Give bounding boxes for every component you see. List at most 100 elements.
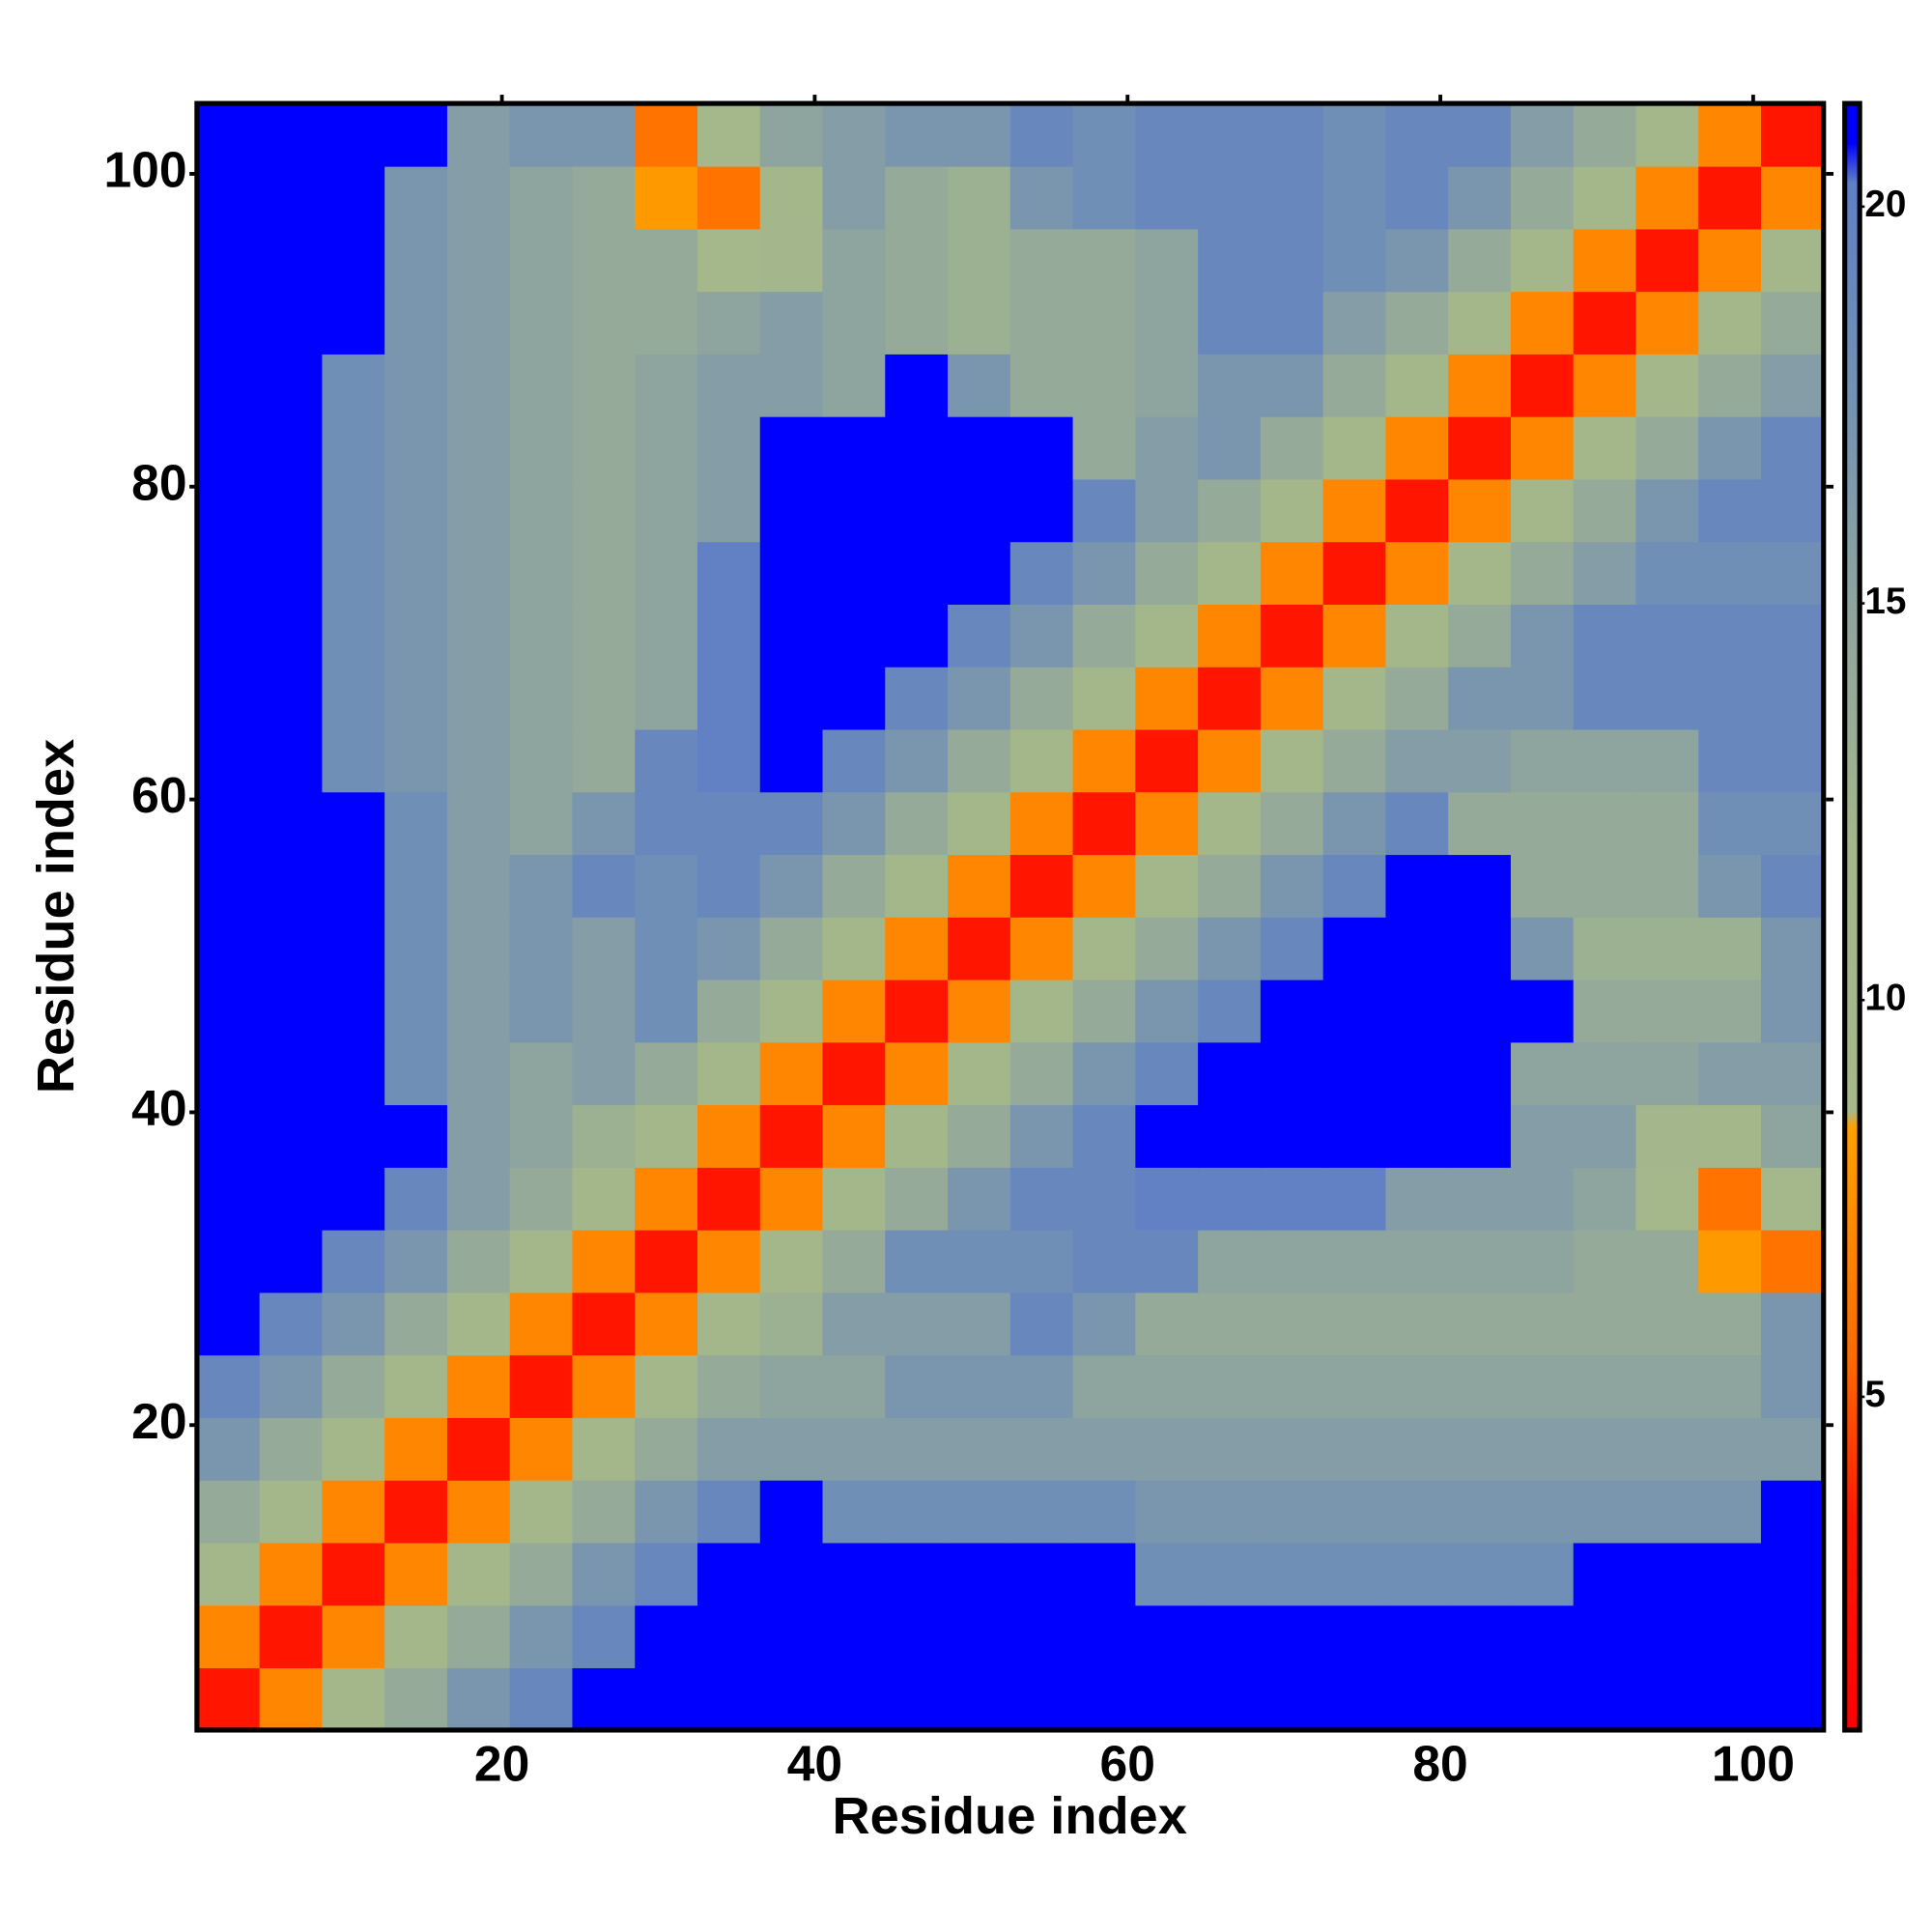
heatmap-cell [1260, 1479, 1324, 1544]
heatmap-cell [572, 354, 636, 417]
heatmap-cell [259, 415, 324, 480]
heatmap-cell [885, 791, 949, 856]
heatmap-cell [1448, 1667, 1512, 1731]
heatmap-cell [1260, 791, 1324, 856]
heatmap-cell [1198, 917, 1262, 980]
heatmap-cell [572, 291, 636, 355]
heatmap-cell [384, 1229, 448, 1293]
heatmap-cell [1322, 854, 1387, 918]
heatmap-cell [759, 1292, 824, 1356]
heatmap-cell [322, 1041, 385, 1106]
heatmap-cell [948, 1229, 1011, 1293]
heatmap-cell [1510, 917, 1575, 980]
heatmap-cell [1573, 1167, 1637, 1231]
heatmap-cell [696, 291, 761, 355]
heatmap-cell [322, 478, 385, 543]
heatmap-cell [1072, 854, 1137, 918]
heatmap-cell [948, 291, 1011, 355]
heatmap-cell [696, 791, 761, 856]
heatmap-cell [885, 1479, 949, 1544]
heatmap-cell [635, 1667, 698, 1731]
heatmap-cell [822, 291, 887, 355]
heatmap-cell [1698, 1041, 1762, 1106]
heatmap-cell [1635, 1417, 1699, 1481]
heatmap-cell [1135, 917, 1199, 980]
heatmap-cell [1135, 228, 1199, 293]
heatmap-cell [635, 541, 698, 605]
heatmap-cell [1510, 103, 1575, 167]
heatmap-cell [572, 1354, 636, 1418]
heatmap-cell [1698, 354, 1762, 417]
heatmap-cell [1322, 1605, 1387, 1668]
heatmap-cell [696, 1167, 761, 1231]
heatmap-cell [1698, 103, 1762, 167]
heatmap-cell [1135, 354, 1199, 417]
heatmap-cell [1260, 1354, 1324, 1418]
heatmap-cell [696, 1292, 761, 1356]
heatmap-cell [259, 1167, 324, 1231]
heatmap-cell [1198, 478, 1262, 543]
heatmap-cell [509, 854, 574, 918]
y-tick-label: 20 [131, 1393, 186, 1449]
heatmap-cell [1009, 291, 1074, 355]
heatmap-cell [1573, 1104, 1637, 1168]
heatmap-cell [948, 415, 1011, 480]
heatmap-cell [322, 1605, 385, 1668]
heatmap-cell [322, 165, 385, 230]
heatmap-cell [1135, 1542, 1199, 1606]
heatmap-cell [1009, 228, 1074, 293]
heatmap-cell [1635, 1667, 1699, 1731]
heatmap-cell [822, 1542, 887, 1606]
heatmap-cell [1009, 541, 1074, 605]
heatmap-cell [322, 1354, 385, 1418]
heatmap-cell [759, 1104, 824, 1168]
heatmap-cell [259, 1354, 324, 1418]
heatmap-cell [1198, 1354, 1262, 1418]
heatmap-cell [948, 1417, 1011, 1481]
heatmap-cell [1135, 1605, 1199, 1668]
heatmap-cell [1072, 1479, 1137, 1544]
heatmap-cell [1072, 979, 1137, 1043]
heatmap-cell [696, 228, 761, 293]
heatmap-cell [1698, 1667, 1762, 1731]
heatmap-cell [1510, 165, 1575, 230]
heatmap-cell [1698, 291, 1762, 355]
heatmap-cell [1385, 854, 1449, 918]
heatmap-cell [822, 1354, 887, 1418]
heatmap-cell [1635, 791, 1699, 856]
heatmap-cell [1009, 1229, 1074, 1293]
heatmap-cell [1198, 415, 1262, 480]
heatmap-cell [259, 1605, 324, 1668]
heatmap-cell [1448, 165, 1512, 230]
heatmap-cell [446, 917, 511, 980]
heatmap-cell [759, 103, 824, 167]
heatmap-cell [1135, 854, 1199, 918]
heatmap-cell [1198, 1292, 1262, 1356]
y-tick-label: 40 [131, 1080, 186, 1136]
heatmap-cell [1072, 228, 1137, 293]
heatmap-cell [759, 1605, 824, 1668]
heatmap-cell [1698, 1354, 1762, 1418]
heatmap-cell [948, 1292, 1011, 1356]
heatmap-cell [822, 354, 887, 417]
heatmap-cell [1072, 728, 1137, 793]
heatmap-cell [1385, 228, 1449, 293]
heatmap-cell [1260, 854, 1324, 918]
heatmap-cell [384, 354, 448, 417]
heatmap-cell [885, 354, 949, 417]
heatmap-cell [1260, 728, 1324, 793]
heatmap-cell [1072, 541, 1137, 605]
heatmap-cell [1260, 666, 1324, 730]
heatmap-cell [259, 854, 324, 918]
heatmap-cell [1260, 478, 1324, 543]
heatmap-cell [509, 728, 574, 793]
heatmap-cell [948, 1354, 1011, 1418]
heatmap-cell [1760, 103, 1825, 167]
heatmap-cell [1510, 854, 1575, 918]
heatmap-cell [885, 917, 949, 980]
heatmap-cell [1760, 354, 1825, 417]
heatmap-cell [1760, 1417, 1825, 1481]
heatmap-cell [1072, 354, 1137, 417]
heatmap-cell [1198, 604, 1262, 668]
